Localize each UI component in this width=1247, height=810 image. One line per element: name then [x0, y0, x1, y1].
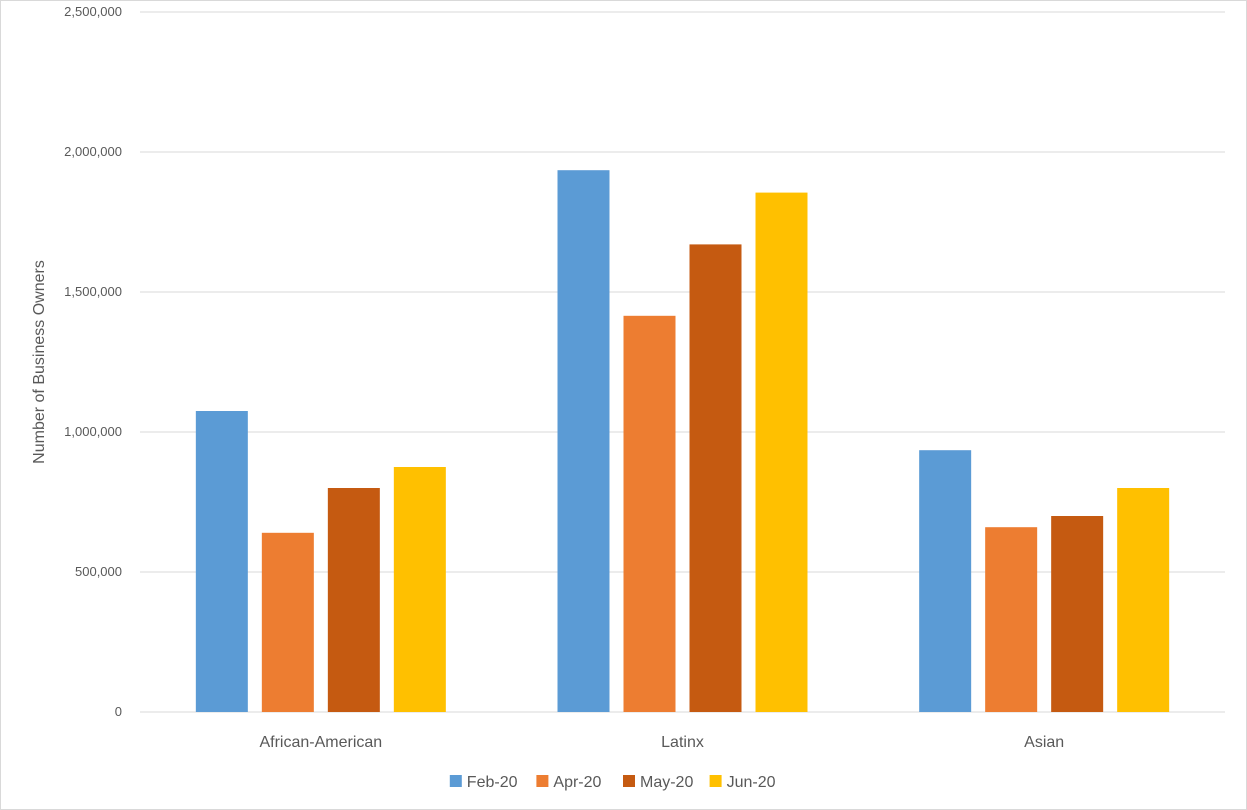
legend-swatch [536, 775, 549, 787]
bar-may-20-asian [1051, 516, 1104, 712]
legend-label: Apr-20 [553, 774, 601, 791]
legend-label: Jun-20 [727, 774, 776, 791]
x-category-label: Asian [1024, 734, 1064, 751]
y-axis-ticks: 0 500,000 1,000,000 1,500,000 2,000,000 2,500… [64, 4, 122, 719]
bar-feb-20-asian [919, 450, 972, 712]
x-axis-categories: African-American Latinx Asian [259, 734, 1064, 751]
bar-may-20-latinx [689, 244, 742, 712]
y-tick-label: 1,000,000 [64, 424, 122, 439]
y-tick-label: 500,000 [75, 564, 122, 579]
bar-may-20-african-american [327, 488, 380, 712]
gridlines [140, 11, 1225, 713]
legend-swatch [623, 775, 635, 787]
y-tick-label: 2,500,000 [64, 4, 122, 19]
y-tick-label: 1,500,000 [64, 284, 122, 299]
bar-jun-20-latinx [755, 192, 808, 713]
y-tick-label: 2,000,000 [64, 144, 122, 159]
bar-jun-20-african-american [393, 467, 446, 712]
x-category-label: Latinx [661, 734, 704, 751]
legend: Feb-20 Apr-20 May-20 Jun-20 [449, 774, 776, 791]
legend-swatch [449, 775, 462, 787]
y-axis-label: Number of Business Owners [31, 260, 48, 464]
bar-feb-20-latinx [557, 170, 610, 712]
x-category-label: African-American [259, 734, 382, 751]
y-tick-label: 0 [115, 704, 122, 719]
legend-swatch [709, 775, 722, 787]
bar-feb-20-african-american [195, 411, 248, 712]
bar-apr-20-asian [985, 527, 1038, 712]
bar-jun-20-asian [1117, 488, 1170, 712]
bar-apr-20-latinx [623, 315, 676, 712]
legend-label: Feb-20 [467, 774, 518, 791]
bars [195, 170, 1170, 713]
bar-apr-20-african-american [261, 532, 314, 712]
legend-label: May-20 [640, 774, 693, 791]
